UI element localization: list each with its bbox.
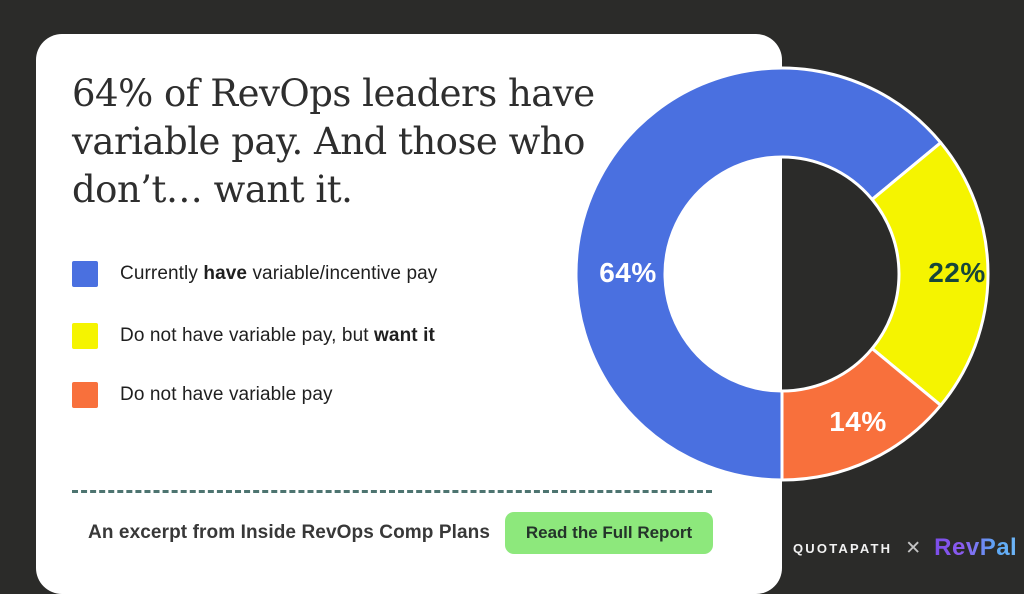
slice-label-14: 14%: [829, 406, 887, 437]
footer-caption: An excerpt from Inside RevOps Comp Plans: [88, 522, 491, 543]
legend-swatch-orange: [72, 381, 98, 408]
legend-item-label: Do not have variable pay: [120, 383, 333, 405]
donut-slice: [780, 347, 943, 482]
legend-item-label: Do not have variable pay, but want it: [120, 324, 435, 346]
legend-item-want-pay: Do not have variable pay, but want it: [72, 322, 435, 349]
dashed-divider: [72, 490, 712, 493]
donut-chart-svg: [574, 66, 990, 482]
slice-label-22: 22%: [928, 257, 986, 288]
legend-item-label: Currently have variable/incentive pay: [120, 262, 438, 284]
donut-chart: 64% 22% 14%: [572, 64, 992, 484]
headline-line: variable pay. And those who: [72, 120, 585, 163]
headline-line: don’t… want it.: [72, 168, 353, 211]
revpal-logo: RevPal: [934, 534, 1018, 561]
donut-slice: [574, 66, 943, 482]
infographic: 64% of RevOps leaders have variable pay.…: [36, 34, 1017, 594]
branding-row: QUOTAPATH ✕ RevPal: [793, 533, 1017, 563]
legend-swatch-blue: [72, 260, 98, 287]
headline: 64% of RevOps leaders have variable pay.…: [72, 70, 595, 214]
headline-line: 64% of RevOps leaders have: [72, 72, 595, 115]
legend-item-no-pay: Do not have variable pay: [72, 381, 333, 408]
collab-x-icon: ✕: [905, 537, 922, 559]
legend-swatch-yellow: [72, 322, 98, 349]
donut-slice: [870, 141, 990, 407]
quotapath-logo: QUOTAPATH: [793, 540, 893, 556]
slice-label-64: 64%: [599, 257, 657, 288]
read-full-report-button[interactable]: Read the Full Report: [505, 512, 713, 554]
legend-item-have-pay: Currently have variable/incentive pay: [72, 260, 437, 287]
